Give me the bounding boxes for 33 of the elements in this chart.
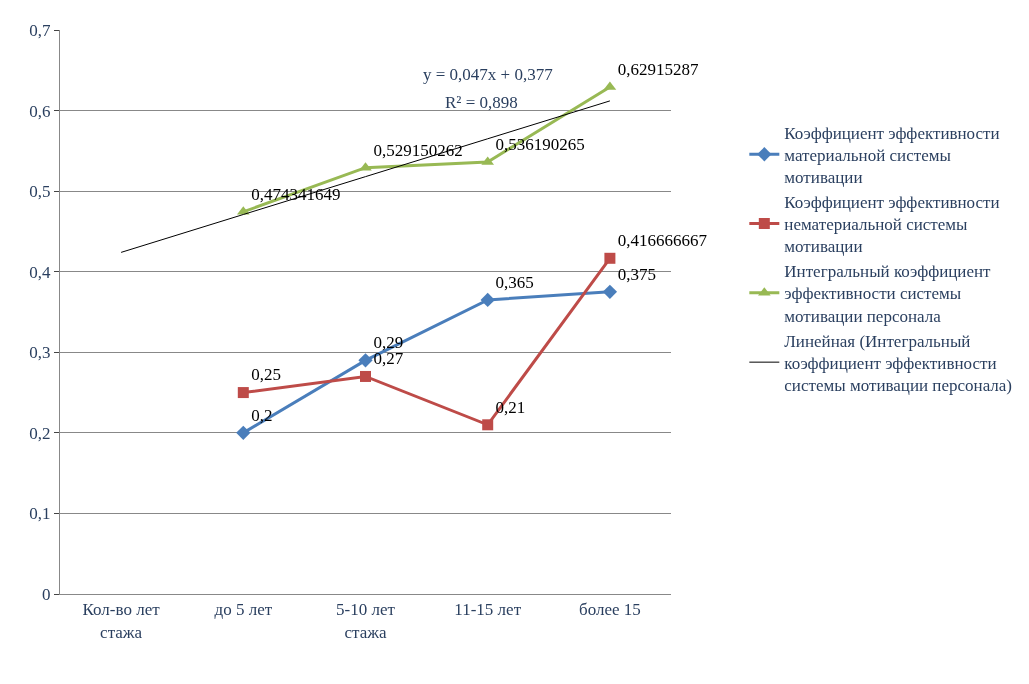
- point: [480, 292, 495, 308]
- data-label: 0,365: [495, 272, 534, 292]
- point: [360, 370, 371, 382]
- y-tick-label: 0,1: [29, 504, 51, 524]
- data-label: 0,375: [617, 264, 657, 284]
- point: [358, 353, 373, 368]
- y-tick-label: 0,5: [29, 182, 51, 202]
- legend-label: Интегральный коэффициент эффективности системы мотивации персонала: [784, 262, 992, 326]
- point: [482, 419, 494, 431]
- legend-label: Коэффициент эффективности материальной системы мотивации: [784, 123, 1000, 187]
- x-tick-label: Кол-во лет стажа: [82, 600, 161, 642]
- data-label: 0,2: [251, 405, 273, 425]
- x-tick-label: более 15: [579, 600, 641, 620]
- legend-label: Линейная (Интегральный коэффициент эффективности системы мотивации персонала): [784, 331, 1013, 395]
- data-label: 0,62915287: [617, 59, 700, 79]
- y-tick-label: 0,6: [29, 101, 51, 121]
- point: [602, 284, 618, 300]
- y-tick-label: 0,7: [29, 20, 52, 40]
- data-label: 0,416666667: [617, 231, 708, 251]
- y-tick-label: 0: [42, 584, 51, 604]
- point: [604, 252, 616, 264]
- point: [236, 425, 251, 441]
- annotation: y = 0,047x + 0,377: [423, 65, 554, 84]
- data-label: 0,25: [251, 365, 281, 385]
- x-tick-label: до 5 лет: [214, 600, 273, 620]
- x-tick-label: 11-15 лет: [454, 600, 522, 620]
- y-tick-label: 0,3: [29, 343, 51, 363]
- y-tick-label: 0,4: [29, 262, 52, 282]
- legend-label: Коэффициент эффективности нематериальной системы мотивации: [784, 193, 1000, 257]
- annotation: R² = 0,898: [445, 93, 518, 112]
- x-tick-label: 5-10 лет стажа: [336, 600, 396, 642]
- point: [237, 387, 249, 399]
- y-tick-label: 0,2: [29, 423, 51, 443]
